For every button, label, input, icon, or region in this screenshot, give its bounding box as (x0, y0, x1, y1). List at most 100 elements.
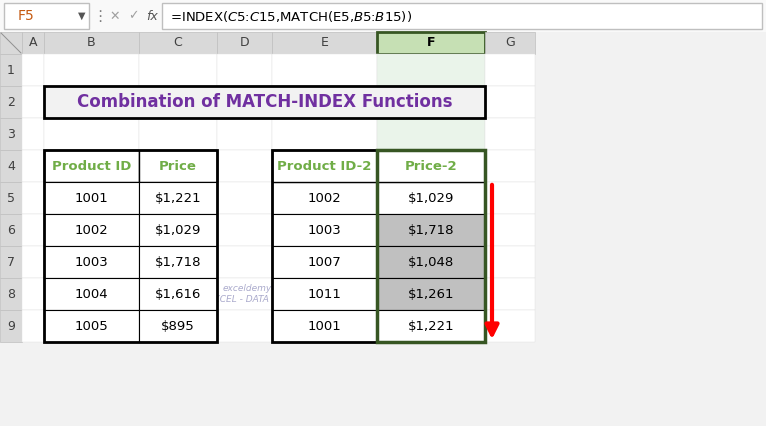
Text: $1,221: $1,221 (155, 192, 201, 204)
Bar (0, 310, 22, 342)
Text: $1,029: $1,029 (408, 192, 454, 204)
Bar (485, 118, 535, 150)
Bar (377, 310, 485, 342)
Text: ⋮: ⋮ (93, 9, 108, 23)
Text: ✓: ✓ (128, 9, 138, 23)
Bar (377, 32, 485, 54)
Text: 2: 2 (7, 95, 15, 109)
Text: 1002: 1002 (74, 224, 108, 236)
Bar (0, 0, 766, 32)
Bar (272, 150, 485, 342)
Bar (217, 246, 272, 278)
Bar (485, 246, 535, 278)
Bar (44, 118, 139, 150)
Bar (272, 118, 377, 150)
Text: $1,616: $1,616 (155, 288, 201, 300)
Bar (377, 246, 485, 278)
Text: 1001: 1001 (74, 192, 108, 204)
Bar (4, 3, 89, 29)
Bar (272, 214, 377, 246)
Bar (44, 86, 139, 118)
Bar (272, 182, 377, 214)
Bar (485, 278, 535, 310)
Bar (485, 182, 535, 214)
Bar (44, 32, 139, 54)
Bar (485, 214, 535, 246)
Text: 1005: 1005 (74, 320, 108, 333)
Bar (22, 214, 44, 246)
Bar (44, 182, 139, 214)
Text: Combination of MATCH-INDEX Functions: Combination of MATCH-INDEX Functions (77, 93, 452, 111)
Bar (139, 246, 217, 278)
Text: Product ID-2: Product ID-2 (277, 159, 372, 173)
Bar (272, 310, 377, 342)
Bar (377, 118, 485, 150)
Bar (485, 150, 535, 182)
Bar (44, 214, 139, 246)
Bar (377, 246, 485, 278)
Text: B: B (87, 37, 96, 49)
Bar (377, 150, 485, 342)
Text: $1,221: $1,221 (408, 320, 454, 333)
Bar (139, 182, 217, 214)
Text: 1001: 1001 (308, 320, 342, 333)
Bar (22, 32, 44, 54)
Bar (377, 150, 485, 182)
Text: 5: 5 (7, 192, 15, 204)
Bar (139, 182, 217, 214)
Bar (272, 246, 377, 278)
Bar (377, 278, 485, 310)
Bar (22, 150, 44, 182)
Text: $1,029: $1,029 (155, 224, 201, 236)
Bar (0, 246, 22, 278)
Text: D: D (240, 37, 249, 49)
Bar (272, 214, 377, 246)
Text: $1,718: $1,718 (408, 224, 454, 236)
Bar (139, 214, 217, 246)
Bar (272, 32, 377, 54)
Text: 1002: 1002 (308, 192, 342, 204)
Bar (139, 118, 217, 150)
Bar (22, 246, 44, 278)
Bar (272, 86, 377, 118)
Text: $1,261: $1,261 (408, 288, 454, 300)
Text: 1007: 1007 (308, 256, 342, 268)
Text: F: F (427, 37, 435, 49)
Bar (139, 86, 217, 118)
Bar (377, 86, 485, 118)
Text: ▼: ▼ (78, 11, 86, 21)
Text: 1003: 1003 (308, 224, 342, 236)
Bar (44, 310, 139, 342)
Bar (44, 150, 217, 342)
Bar (44, 246, 139, 278)
Bar (0, 118, 22, 150)
Bar (44, 310, 139, 342)
Bar (139, 32, 217, 54)
Bar (0, 182, 22, 214)
Text: fx: fx (146, 9, 158, 23)
Bar (272, 278, 377, 310)
Bar (0, 214, 22, 246)
Bar (139, 150, 217, 182)
Bar (217, 182, 272, 214)
Text: C: C (174, 37, 182, 49)
Text: E: E (320, 37, 329, 49)
Bar (139, 150, 217, 182)
Bar (217, 32, 272, 54)
Text: $1,048: $1,048 (408, 256, 454, 268)
Text: A: A (29, 37, 38, 49)
Bar (377, 214, 485, 246)
Bar (377, 150, 485, 182)
Text: 8: 8 (7, 288, 15, 300)
Bar (272, 278, 377, 310)
Bar (0, 32, 22, 54)
Bar (272, 150, 377, 182)
Bar (44, 182, 139, 214)
Bar (44, 214, 139, 246)
Bar (217, 54, 272, 86)
Text: 3: 3 (7, 127, 15, 141)
Bar (22, 54, 44, 86)
Bar (139, 310, 217, 342)
Bar (0, 278, 22, 310)
Bar (22, 86, 44, 118)
